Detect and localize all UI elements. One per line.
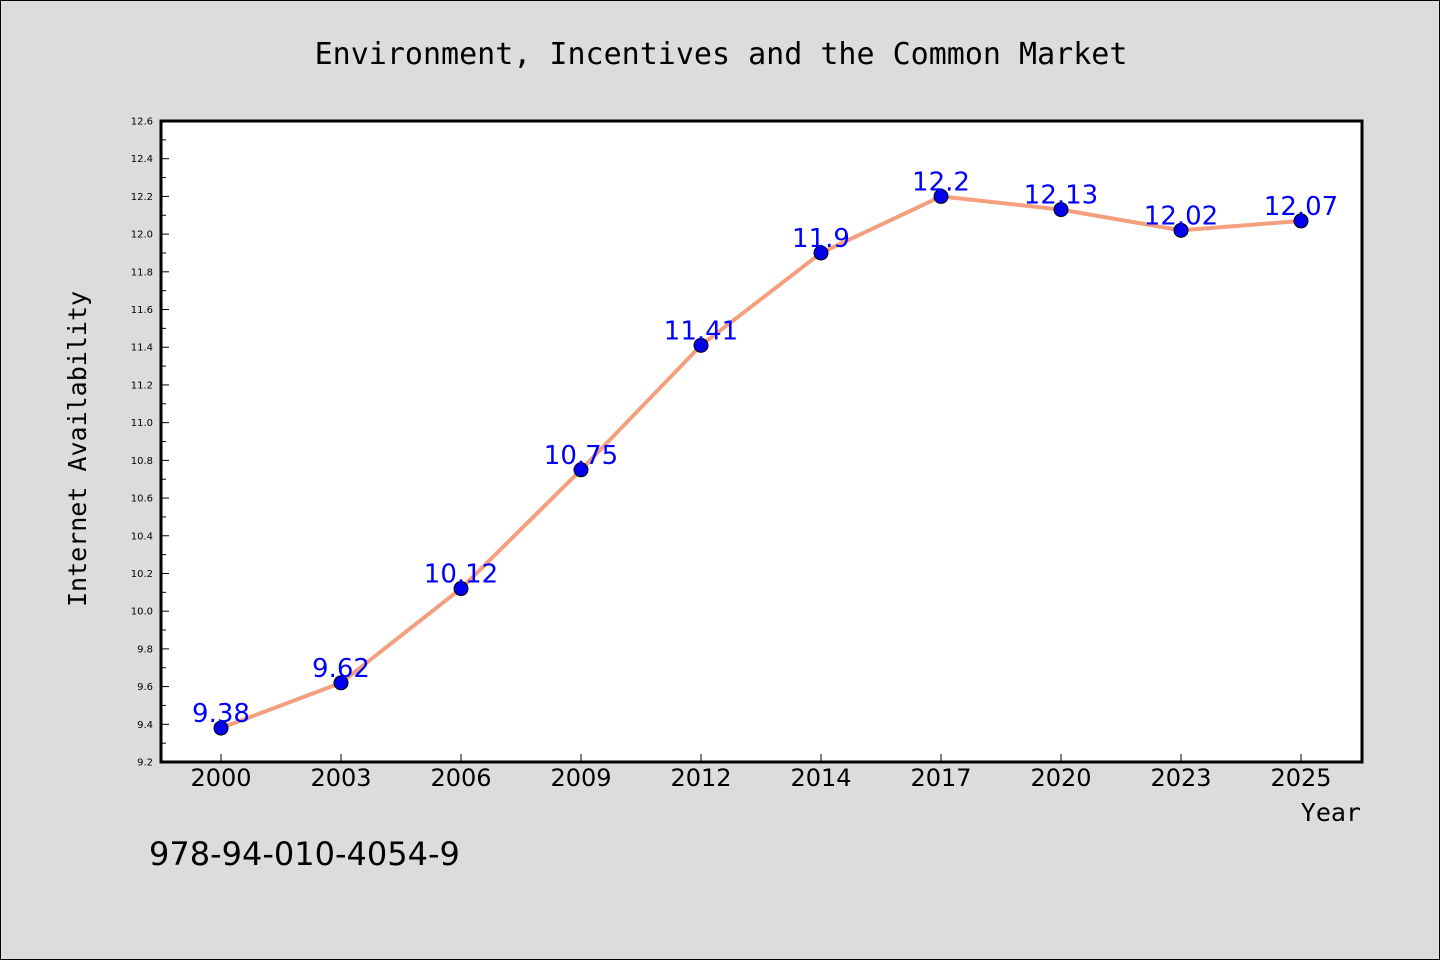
data-label: 11.9: [792, 224, 850, 254]
y-tick-label: 11.4: [131, 343, 153, 354]
x-axis: 2000 2003 2006 2009 2012 2014 2017 2020 2023 2025: [190, 754, 1332, 792]
data-label: 11.41: [664, 316, 738, 346]
y-tick-label: 10.0: [131, 607, 153, 618]
y-tick-label: 9.4: [137, 720, 153, 731]
y-tick-label: 11.0: [131, 418, 153, 429]
y-tick-label: 12.6: [131, 117, 153, 128]
data-label: 9.38: [192, 699, 250, 729]
data-point-marker: [333, 675, 349, 691]
data-label: 9.62: [312, 654, 370, 684]
data-label: 10.75: [544, 441, 618, 471]
data-point-marker: [213, 720, 229, 736]
y-tick-label: 10.2: [131, 569, 153, 580]
x-tick-label: 2003: [310, 764, 371, 792]
x-tick-label: 2020: [1030, 764, 1091, 792]
y-tick-label: 9.2: [137, 758, 153, 769]
y-tick-label: 12.2: [131, 192, 153, 203]
data-point-marker: [693, 337, 709, 353]
y-tick-label: 10.6: [131, 494, 153, 505]
data-point-marker: [1053, 202, 1069, 218]
data-label: 12.07: [1264, 192, 1338, 222]
x-tick-label: 2006: [430, 764, 491, 792]
chart-title: Environment, Incentives and the Common M…: [315, 37, 1128, 72]
y-tick-label: 9.6: [137, 682, 153, 693]
series-layer: 9.38 9.62 10.12 10.75 11.41 11.9 12.2 12.13 12.0…: [192, 167, 1338, 736]
data-label: 12.2: [912, 167, 970, 197]
x-tick-label: 2012: [670, 764, 731, 792]
x-tick-label: 2023: [1150, 764, 1211, 792]
x-tick-label: 2014: [790, 764, 851, 792]
y-tick-label: 10.4: [131, 531, 153, 542]
data-point-marker: [1173, 222, 1189, 238]
x-axis-title: Year: [1301, 798, 1361, 827]
data-point-marker: [453, 581, 469, 597]
y-tick-label: 12.4: [131, 154, 153, 165]
isbn-text: 978-94-010-4054-9: [149, 835, 460, 873]
data-label: 10.12: [424, 560, 498, 590]
y-tick-label: 11.8: [131, 267, 153, 278]
y-tick-label: 10.8: [131, 456, 153, 467]
y-axis-title: Internet Availability: [63, 291, 92, 607]
data-point-marker: [1293, 213, 1309, 229]
data-label: 12.02: [1144, 201, 1218, 231]
y-tick-label: 11.2: [131, 380, 153, 391]
series-line: [219, 194, 1303, 731]
x-tick-label: 2017: [910, 764, 971, 792]
y-tick-label: 9.8: [137, 644, 153, 655]
y-tick-label: 11.6: [131, 305, 153, 316]
data-point-marker: [573, 462, 589, 478]
data-point-marker: [813, 245, 829, 261]
x-tick-label: 2000: [190, 764, 251, 792]
y-tick-label: 12.0: [131, 230, 153, 241]
x-tick-label: 2009: [550, 764, 611, 792]
x-tick-label: 2025: [1270, 764, 1331, 792]
y-axis: 9.2 9.4 9.6 9.8 10.0 10.2 10.4 10.6 10.8 11.0 11.2…: [131, 117, 169, 769]
data-label: 12.13: [1024, 181, 1098, 211]
data-point-marker: [933, 188, 949, 204]
